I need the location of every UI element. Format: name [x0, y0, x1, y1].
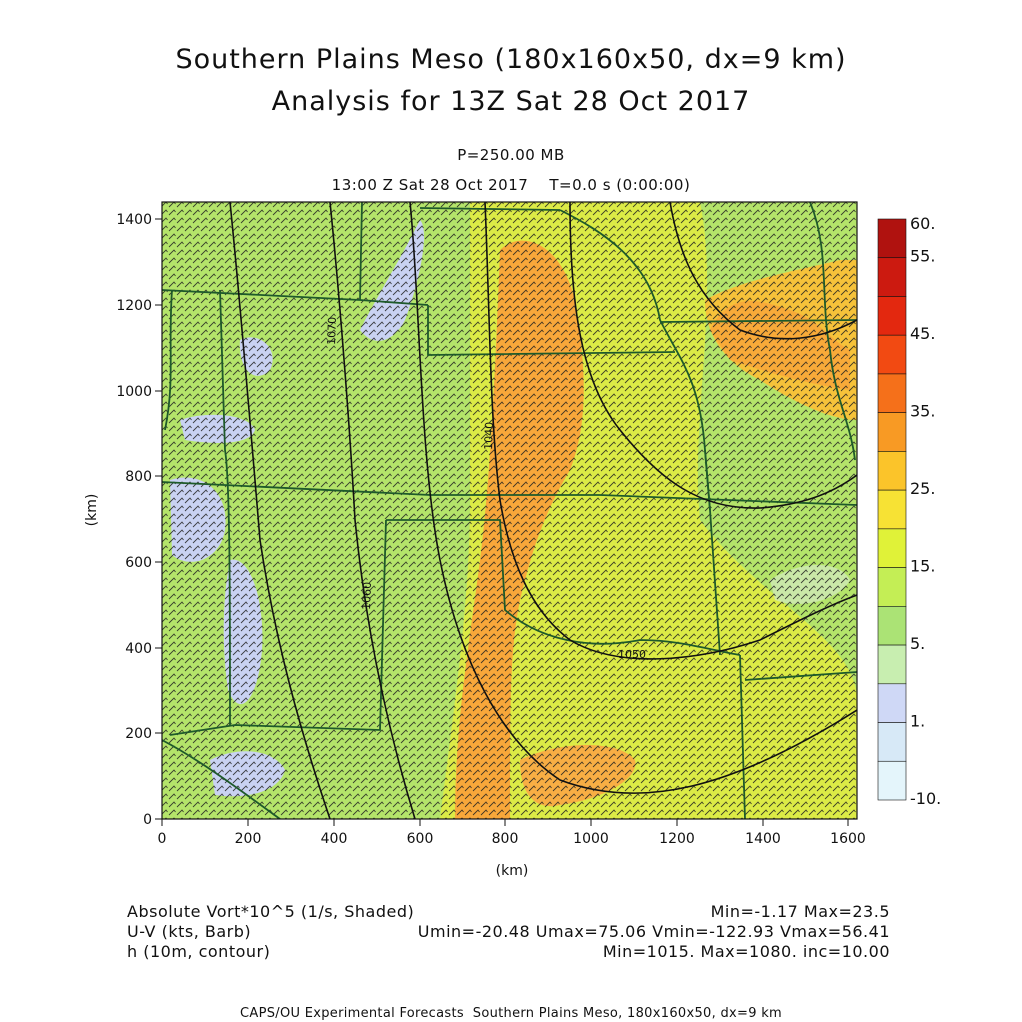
footer-credit: CAPS/OU Experimental Forecasts Southern …: [240, 1006, 782, 1021]
contour-label-1040: 1040: [482, 422, 496, 450]
x-tick-label: 1400: [745, 831, 781, 847]
y-axis: [155, 218, 162, 820]
y-tick-label: 600: [125, 555, 152, 571]
colorbar-swatch: [877, 644, 907, 685]
x-axis-unit: (km): [496, 863, 529, 879]
contour-label-1060: 1060: [360, 582, 374, 610]
colorbar-swatch: [877, 257, 907, 297]
x-tick-label: 1600: [830, 831, 866, 847]
colorbar-swatch: [877, 683, 907, 723]
colorbar-label: 35.: [910, 402, 935, 421]
state-borders: [162, 202, 857, 819]
colorbar-label: 5.: [910, 634, 925, 653]
colorbar-swatch: [877, 606, 907, 646]
colorbar-swatch: [877, 760, 907, 801]
y-axis-unit: (km): [84, 494, 100, 527]
valid-time-label: 13:00 Z Sat 28 Oct 2017 T=0.0 s (0:00:00…: [331, 176, 691, 194]
x-tick-label: 1200: [659, 831, 695, 847]
y-tick-label: 1200: [116, 298, 152, 314]
y-tick-label: 800: [125, 469, 152, 485]
legend-height-range: Min=1015. Max=1080. inc=10.00: [602, 942, 890, 961]
vorticity-shading: 1070 1060 1040 1050: [162, 202, 857, 819]
legend-wind-label: U-V (kts, Barb): [127, 922, 252, 941]
y-tick-label: 400: [125, 641, 152, 657]
contour-label-1070: 1070: [325, 317, 339, 345]
colorbar-swatch: [877, 296, 907, 336]
colorbar-swatch: [877, 218, 907, 259]
y-tick-label: 1400: [116, 212, 152, 228]
colorbar-swatch: [877, 451, 907, 491]
colorbar-label: 25.: [910, 479, 935, 498]
colorbar-swatch: [877, 334, 907, 375]
colorbar: 60. 55. 45. 35. 25. 15. 5. 1. -10.: [877, 214, 941, 808]
colorbar-swatch: [877, 722, 907, 762]
contour-label-1050: 1050: [618, 648, 646, 661]
x-tick-label: 600: [407, 831, 434, 847]
x-tick-labels: 0 200 400 600 800 1000 1200 1400 1600: [158, 831, 866, 847]
x-tick-label: 1000: [573, 831, 609, 847]
x-tick-label: 800: [492, 831, 519, 847]
colorbar-swatch: [877, 528, 907, 568]
legend-vorticity-range: Min=-1.17 Max=23.5: [710, 902, 890, 921]
colorbar-swatch: [877, 489, 907, 530]
x-tick-label: 0: [158, 831, 167, 847]
x-axis: [161, 819, 849, 826]
x-tick-label: 400: [321, 831, 348, 847]
legend-vorticity-label: Absolute Vort*10^5 (1/s, Shaded): [127, 902, 415, 921]
pressure-level-label: P=250.00 MB: [457, 146, 565, 164]
y-tick-label: 200: [125, 726, 152, 742]
contour-labels: 1070 1060 1040 1050: [325, 317, 646, 661]
colorbar-label: 1.: [910, 712, 925, 731]
plot-frame: [161, 201, 858, 820]
height-contours: [229, 202, 857, 819]
colorbar-label: 15.: [910, 557, 935, 576]
colorbar-label: 45.: [910, 324, 935, 343]
colorbar-label: 60.: [910, 214, 935, 233]
colorbar-swatch: [877, 373, 907, 413]
colorbar-swatch: [877, 412, 907, 452]
legend-wind-range: Umin=-20.48 Umax=75.06 Vmin=-122.93 Vmax…: [417, 922, 890, 941]
title-line-1: Southern Plains Meso (180x160x50, dx=9 k…: [175, 44, 847, 75]
title-line-2: Analysis for 13Z Sat 28 Oct 2017: [271, 86, 751, 117]
colorbar-label: -10.: [910, 789, 941, 808]
legend-height-label: h (10m, contour): [127, 942, 271, 961]
x-tick-label: 200: [235, 831, 262, 847]
colorbar-label: 55.: [910, 247, 935, 266]
y-tick-labels: 0 200 400 600 800 1000 1200 1400: [116, 212, 152, 828]
y-tick-label: 1000: [116, 384, 152, 400]
y-tick-label: 0: [143, 812, 152, 828]
colorbar-swatch: [877, 567, 907, 607]
